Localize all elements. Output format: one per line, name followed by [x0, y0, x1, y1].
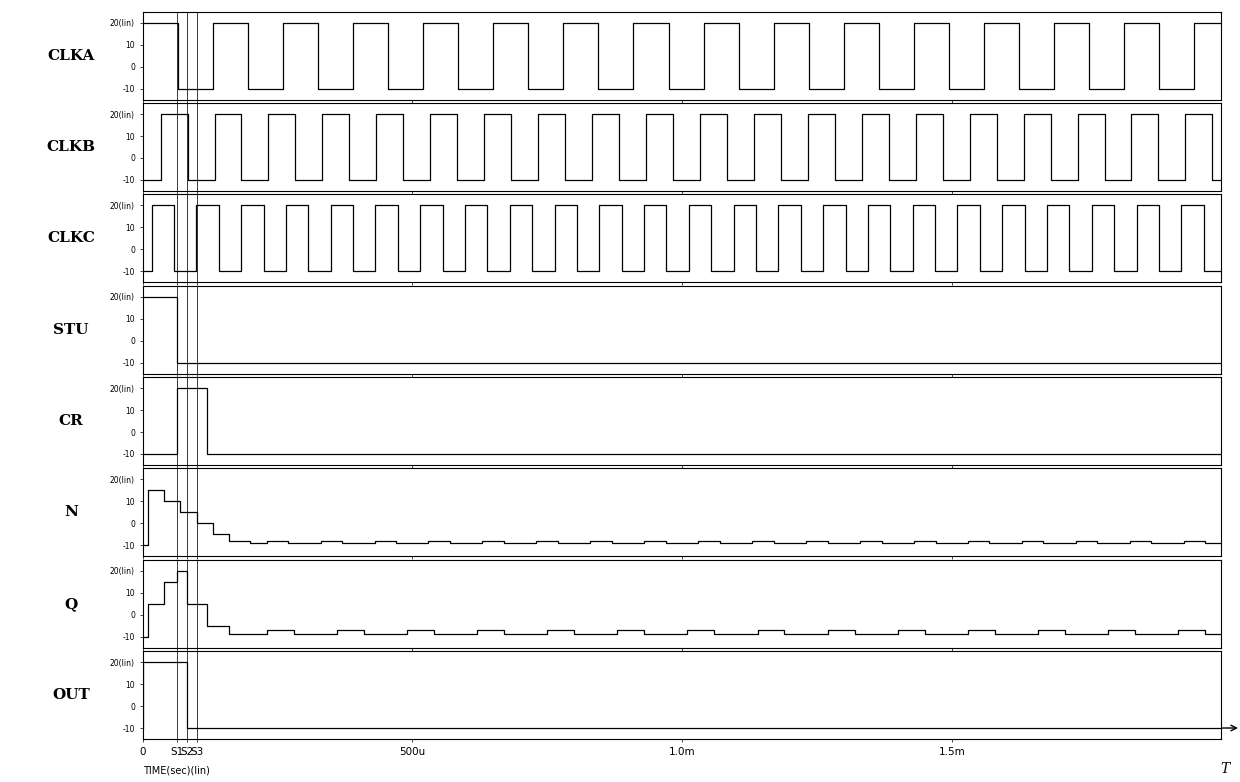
Y-axis label: CLKC: CLKC [47, 231, 95, 246]
Text: TIME(sec)(lin): TIME(sec)(lin) [143, 766, 210, 776]
Y-axis label: OUT: OUT [52, 688, 91, 702]
Y-axis label: STU: STU [53, 323, 89, 337]
Y-axis label: CLKA: CLKA [47, 48, 94, 63]
Y-axis label: CR: CR [58, 414, 83, 428]
Y-axis label: N: N [64, 505, 78, 519]
Y-axis label: CLKB: CLKB [47, 140, 95, 154]
Text: T: T [1221, 762, 1230, 776]
Y-axis label: Q: Q [64, 597, 78, 611]
